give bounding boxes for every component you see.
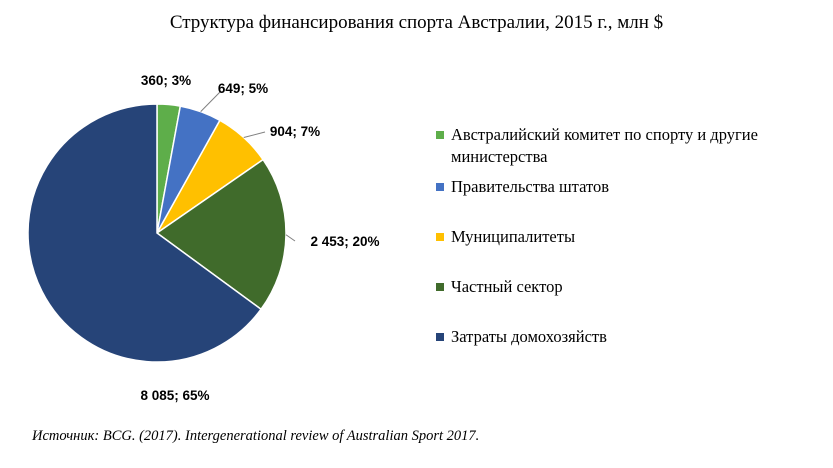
pie-slice-private-sector: [155, 158, 287, 311]
legend-swatch: [436, 283, 444, 291]
legend-swatch: [436, 131, 444, 139]
legend-label: Австралийский комитет по спорту и другие…: [451, 125, 758, 166]
legend-item-households: Затраты домохозяйств: [436, 326, 607, 348]
data-label-private-sector: 2 453; 20%: [310, 234, 379, 249]
pie-slice-households: [27, 103, 263, 363]
legend-label: Муниципалитеты: [451, 227, 576, 246]
legend-item-committee: Австралийский комитет по спорту и другие…: [436, 124, 826, 168]
legend-label: Правительства штатов: [451, 177, 610, 196]
legend-label: Затраты домохозяйств: [451, 327, 607, 346]
legend-item-states: Правительства штатов: [436, 176, 609, 198]
legend-swatch: [436, 183, 444, 191]
leader-line-states: [200, 90, 222, 112]
legend-item-municipalities: Муниципалитеты: [436, 226, 575, 248]
leader-line-municipalities: [243, 131, 266, 138]
chart-title: Структура финансирования спорта Австрали…: [169, 12, 664, 33]
legend-label: Частный сектор: [451, 277, 563, 296]
data-label-states: 649; 5%: [218, 81, 268, 96]
data-label-municipalities: 904; 7%: [270, 124, 320, 139]
source-note: Источник: BCG. (2017). Intergenerational…: [32, 428, 480, 444]
data-label-committee: 360; 3%: [141, 73, 191, 88]
data-label-households: 8 085; 65%: [140, 388, 209, 403]
legend-item-private-sector: Частный сектор: [436, 276, 563, 298]
legend-swatch: [436, 333, 444, 341]
leader-line-private-sector: [285, 234, 296, 242]
legend-swatch: [436, 233, 444, 241]
